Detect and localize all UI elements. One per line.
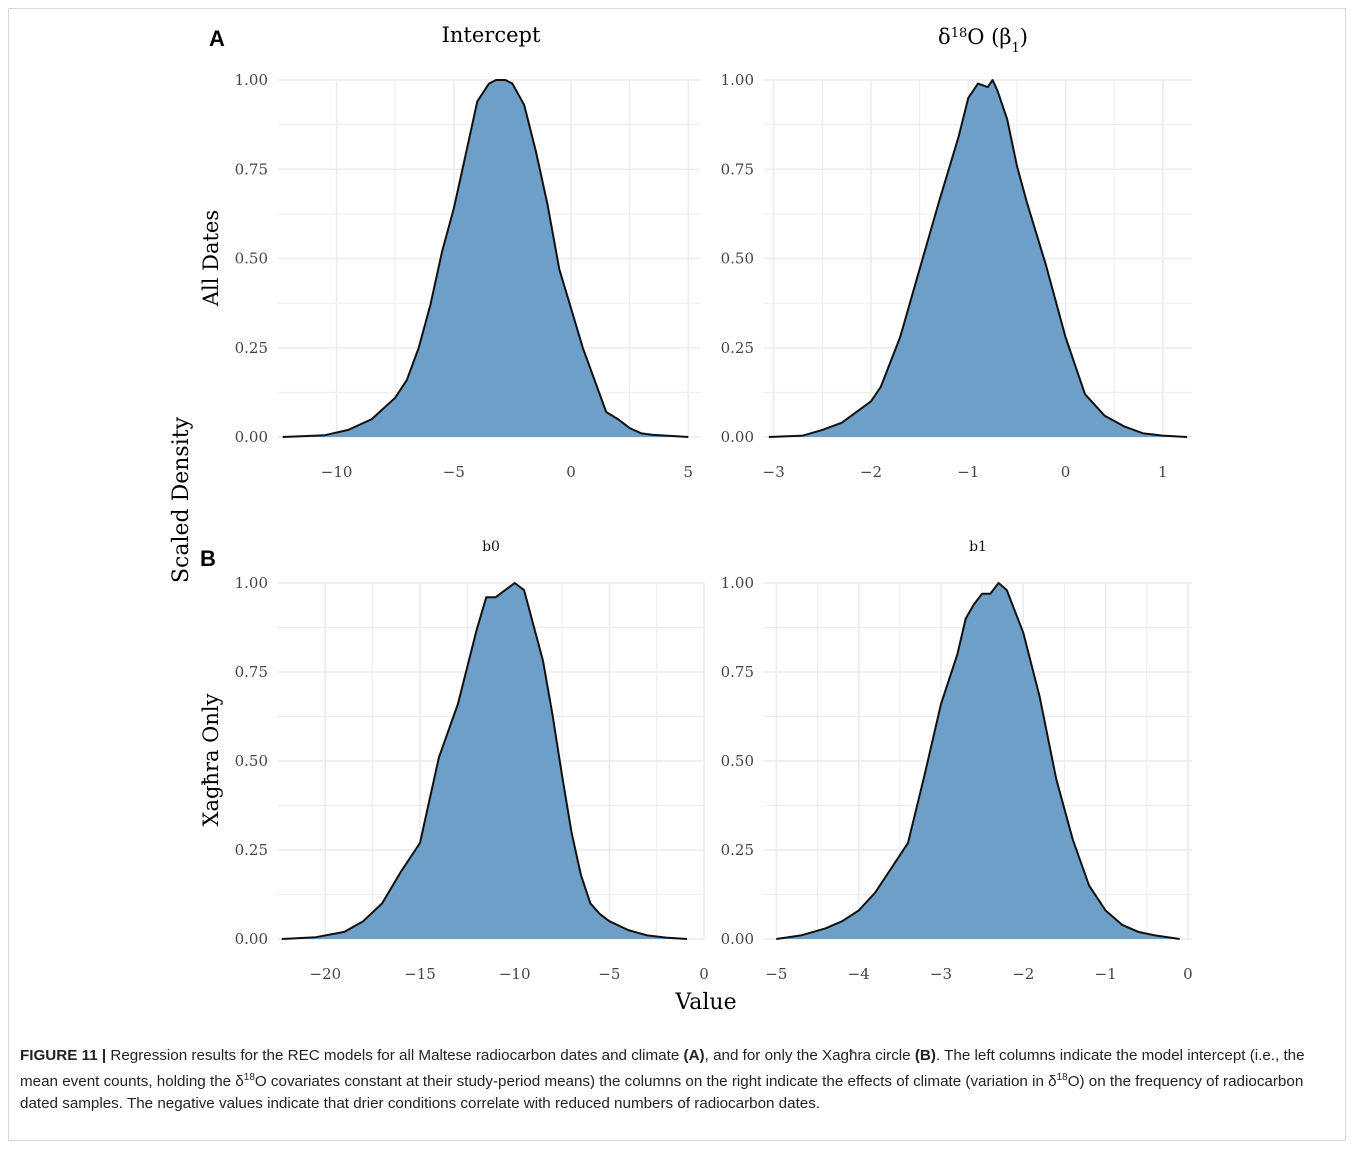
y-tick-label: 0.75 [721,663,754,681]
x-tick-label: −15 [404,965,436,983]
y-tick-label: 0.50 [235,752,268,770]
y-tick-label: 0.00 [721,428,754,446]
density-area-delta18o [768,80,1188,437]
x-tick-label: −5 [765,965,787,983]
figure-canvas: 0.000.250.500.751.00−10 −5 0 50.000.250.500… [169,23,1193,1015]
panel-b0: 0.00 0.25 0.50 0.75 1.00 −20 −15 −10 −5 0 [235,574,709,983]
x-tick-label: −3 [763,463,785,481]
x-tick-label: 0 [566,463,576,481]
column-title-intercept: Intercept [442,23,541,47]
panel-delta18o: 0.00 0.25 0.50 0.75 1.00 −3 −2 −1 0 1 [721,71,1192,481]
y-tick-label: 0.25 [235,339,268,357]
panel-b1: 0.00 0.25 0.50 0.75 1.00 −5 −4 −3 −2 −1 0 [721,574,1193,983]
y-tick-label: 0.75 [721,160,754,178]
x-tick-label: −10 [499,965,531,983]
panel-intercept: 0.00 0.25 0.50 0.75 1.00 −10 −5 0 5 [235,71,700,481]
y-tick-label: 1.00 [235,574,268,592]
x-tick-label: −1 [957,463,979,481]
density-area-b0 [281,583,687,939]
panel-label-b: B [200,546,216,571]
density-line-delta18o [768,79,1188,438]
x-tick-label: −4 [848,965,870,983]
y-tick-label: 0.75 [235,160,268,178]
y-tick-label: 0.00 [235,930,268,948]
x-tick-label: −5 [443,463,465,481]
y-tick-label: 0.25 [235,841,268,859]
column-title-b0: b0 [482,539,500,555]
y-tick-label: 1.00 [235,71,268,89]
x-tick-label: −2 [860,463,882,481]
x-tick-label: −3 [930,965,952,983]
caption-text-3: . The left columns indicate the model in… [20,1047,1305,1091]
y-tick-label: 0.00 [235,428,268,446]
panels-group: 0.000.250.500.751.00−10 −5 0 50.000.250.500… [235,71,1193,983]
y-tick-label: 0.50 [721,250,754,268]
y-tick-label: 0.50 [235,250,268,268]
x-tick-label: 0 [1183,965,1193,983]
caption-sup-1: 18 [243,1072,255,1083]
x-tick-label: −2 [1012,965,1034,983]
x-tick-label: 5 [684,463,694,481]
x-tick-label: 0 [699,965,709,983]
row-label-xaghra-only: Xagħra Only [199,693,223,826]
row-label-all-dates: All Dates [199,210,223,307]
y-tick-label: 0.75 [235,663,268,681]
figure-frame [8,8,1346,1141]
caption-text-4: O covariates constant at their study-per… [254,1073,1057,1091]
x-tick-label: 1 [1158,463,1168,481]
caption-text-2: , and for only the Xagħra circle [704,1047,915,1064]
panel-label-a: A [209,26,225,51]
x-tick-label: −5 [598,965,620,983]
y-tick-label: 0.00 [721,930,754,948]
y-tick-label: 0.25 [721,841,754,859]
y-tick-label: 1.00 [721,574,754,592]
x-axis-label: Value [674,990,736,1015]
density-line-b0 [281,582,688,940]
caption-text-5: O) on the frequency of radiocarbon dated… [20,1073,1304,1113]
caption-ref-a: (A) [683,1047,705,1064]
column-title-b1: b1 [969,539,987,555]
figure-caption: FIGURE 11 | Regression results for the R… [20,1045,1332,1115]
caption-figure-label: FIGURE 11 | [20,1047,107,1064]
density-area-intercept [282,80,689,437]
x-tick-label: −10 [321,463,353,481]
column-title-delta18o: δ18O (β1) [938,25,1028,56]
y-tick-label: 1.00 [721,71,754,89]
y-axis-label: Scaled Density [169,416,194,583]
y-tick-label: 0.50 [721,752,754,770]
caption-sup-2: 18 [1056,1072,1068,1083]
density-line-intercept [282,79,689,438]
x-tick-label: −20 [310,965,342,983]
density-area-b1 [776,583,1180,939]
x-tick-label: 0 [1061,463,1071,481]
caption-text-1: Regression results for the REC models fo… [106,1047,684,1064]
x-tick-label: −1 [1095,965,1117,983]
density-line-b1 [776,582,1180,940]
y-tick-label: 0.25 [721,339,754,357]
caption-ref-b: (B) [914,1047,936,1064]
